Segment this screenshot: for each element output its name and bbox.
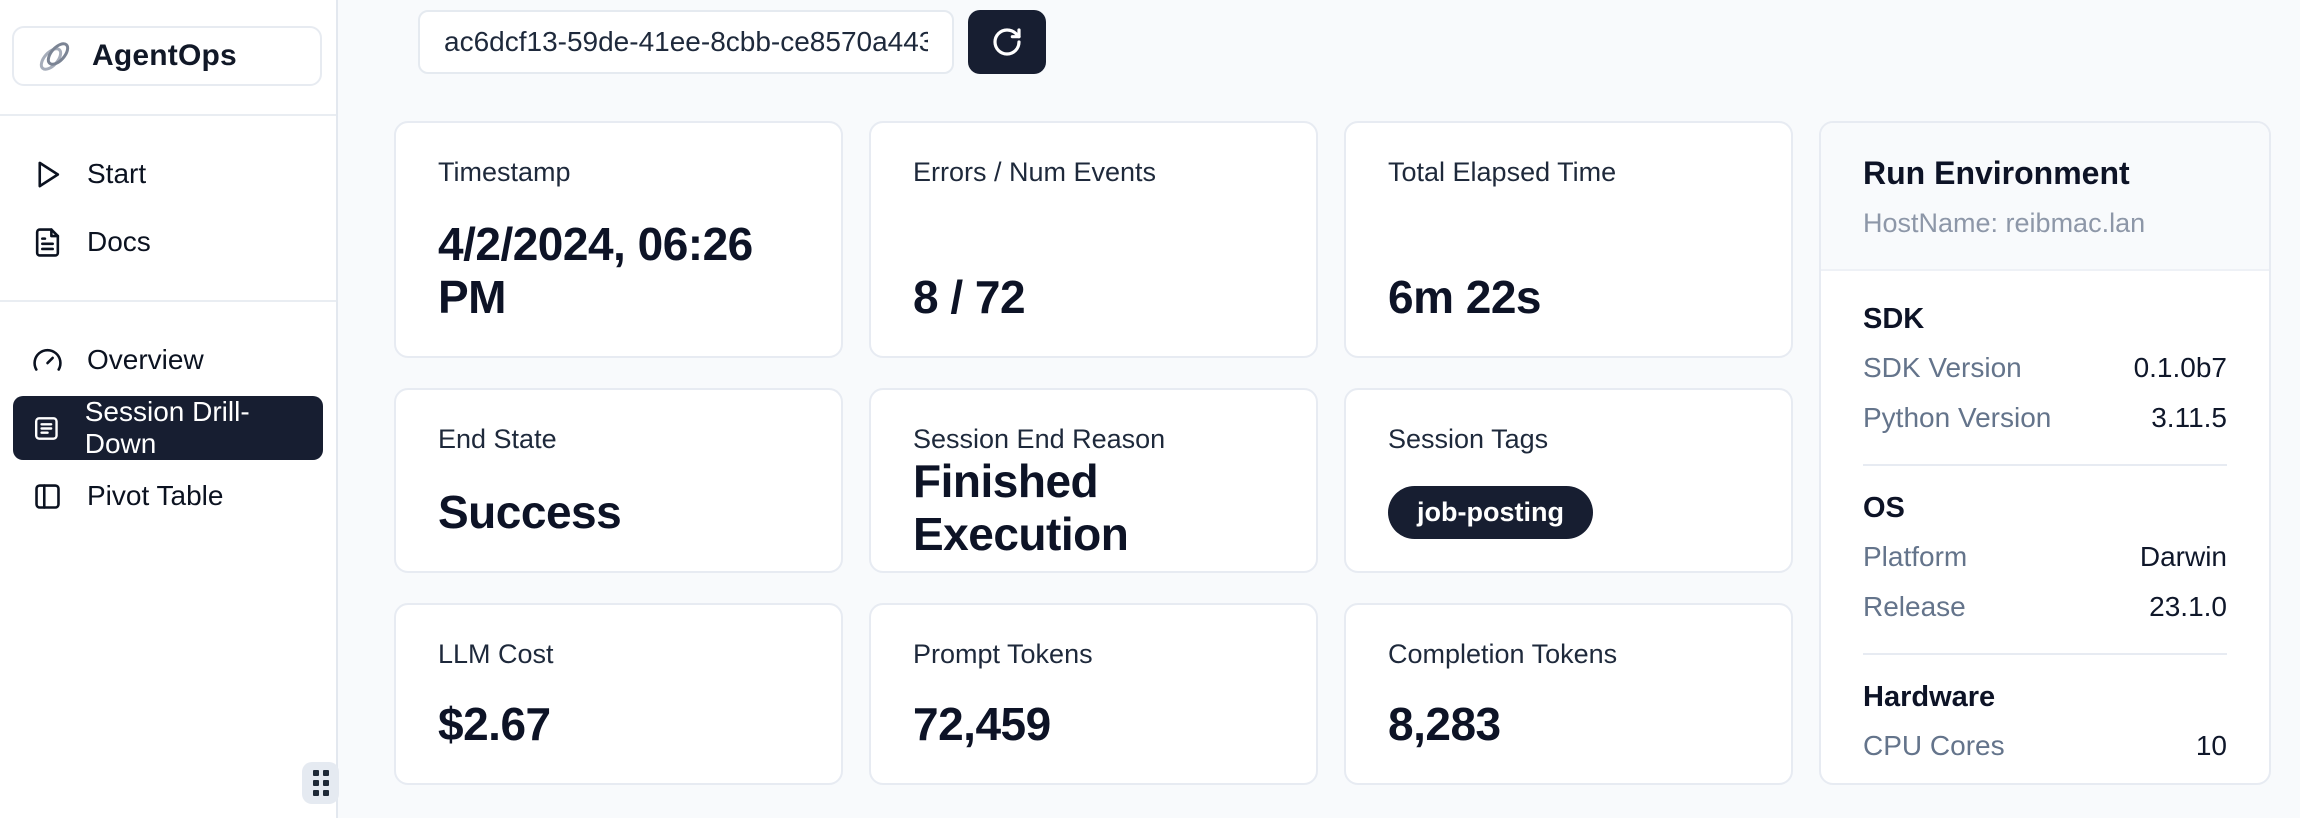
card-value: 4/2/2024, 06:26 PM [438, 218, 753, 324]
run-environment-header: Run Environment HostName: reibmac.lan [1821, 123, 2269, 271]
env-row-value: Darwin [2139, 541, 2227, 572]
card-label: Total Elapsed Time [1388, 157, 1617, 187]
sidebar-item-label: Docs [87, 226, 151, 257]
env-row-value: 10 [2195, 730, 2227, 761]
env-row: RAM 16.00 GB [1863, 778, 2227, 783]
env-row: CPU Cores 10 [1863, 728, 2227, 764]
grip-dots-icon [312, 770, 329, 796]
env-row-label: SDK Version [1863, 352, 2022, 383]
sidebar-divider [0, 300, 336, 302]
card-total-elapsed-time: Total Elapsed Time 6m 22s [1344, 121, 1793, 358]
card-value: 6m 22s [1388, 271, 1542, 324]
card-timestamp: Timestamp 4/2/2024, 06:26 PM [394, 121, 843, 358]
document-icon [35, 227, 60, 257]
session-tag-badge: job-posting [1388, 486, 1593, 539]
card-session-end-reason: Session End Reason Finished Execution [869, 388, 1318, 573]
env-row-label: RAM [1863, 778, 1925, 783]
brand-logo-box[interactable]: AgentOps [12, 26, 322, 86]
run-environment-title: Run Environment [1863, 155, 2130, 191]
play-icon [38, 161, 60, 187]
env-divider [1863, 653, 2227, 655]
card-end-state: End State Success [394, 388, 843, 573]
gauge-icon [33, 348, 62, 371]
sidebar-item-label: Start [87, 158, 147, 189]
env-section-heading-sdk: SDK [1863, 303, 1925, 335]
refresh-icon [993, 28, 1021, 56]
card-value: 72,459 [913, 698, 1051, 751]
sidebar-item-start[interactable]: Start [13, 142, 323, 206]
refresh-button[interactable] [968, 10, 1046, 74]
card-llm-cost: LLM Cost $2.67 [394, 603, 843, 785]
card-label: Timestamp [438, 157, 571, 187]
run-environment-body: SDK SDK Version 0.1.0b7 Python Version 3… [1821, 271, 2269, 783]
panel-left-icon [35, 483, 60, 509]
agentops-logo-icon [34, 35, 76, 77]
main-content: Timestamp 4/2/2024, 06:26 PM Errors / Nu… [338, 0, 2300, 818]
env-row-value: 3.11.5 [2151, 402, 2227, 433]
card-session-tags: Session Tags job-posting [1344, 388, 1793, 573]
env-row-value: 16.00 GB [2109, 778, 2227, 783]
card-label: Prompt Tokens [913, 639, 1093, 669]
card-label: End State [438, 424, 557, 454]
session-list-icon [34, 416, 58, 440]
sidebar-item-label: Session Drill-Down [84, 396, 250, 459]
env-section-heading-os: OS [1863, 492, 1905, 524]
env-row-label: Python Version [1863, 402, 2052, 433]
card-label: Errors / Num Events [913, 157, 1157, 187]
sidebar-item-docs[interactable]: Docs [13, 210, 323, 274]
sidebar: AgentOps Start Docs Overview Session Dri… [0, 0, 339, 818]
env-row: Platform Darwin [1863, 539, 2227, 575]
stats-grid: Timestamp 4/2/2024, 06:26 PM Errors / Nu… [394, 121, 2300, 785]
env-row-label: CPU Cores [1863, 730, 2005, 761]
sidebar-item-label: Pivot Table [87, 480, 224, 511]
sidebar-item-overview[interactable]: Overview [13, 328, 323, 392]
env-row-value: 0.1.0b7 [2133, 352, 2227, 383]
card-label: LLM Cost [438, 639, 554, 669]
card-label: Completion Tokens [1388, 639, 1618, 669]
card-value: 8,283 [1388, 698, 1501, 751]
brand-name: AgentOps [92, 39, 237, 72]
sidebar-group-views: Overview Session Drill-Down Pivot Table [0, 302, 336, 542]
sidebar-item-session-drill-down[interactable]: Session Drill-Down [13, 396, 323, 460]
session-topbar [418, 10, 2300, 74]
card-value: $2.67 [438, 698, 551, 751]
sidebar-item-pivot-table[interactable]: Pivot Table [13, 464, 323, 528]
session-id-input[interactable] [418, 10, 954, 74]
env-row: SDK Version 0.1.0b7 [1863, 350, 2227, 386]
sidebar-item-label: Overview [87, 344, 204, 375]
env-row: Python Version 3.11.5 [1863, 400, 2227, 436]
sidebar-group-top: Start Docs [0, 116, 336, 288]
card-label: Session Tags [1388, 424, 1549, 454]
hostname-text: HostName: reibmac.lan [1863, 208, 2146, 238]
env-row-label: Platform [1863, 541, 1968, 572]
card-errors-num-events: Errors / Num Events 8 / 72 [869, 121, 1318, 358]
env-row: Release 23.1.0 [1863, 589, 2227, 625]
env-divider [1863, 464, 2227, 466]
sidebar-divider [0, 114, 336, 116]
env-section-heading-hardware: Hardware [1863, 681, 1996, 713]
run-environment-panel: Run Environment HostName: reibmac.lan SD… [1819, 121, 2271, 785]
card-label: Session End Reason [913, 424, 1166, 454]
card-completion-tokens: Completion Tokens 8,283 [1344, 603, 1793, 785]
env-row-value: 23.1.0 [2149, 591, 2227, 622]
card-value: 8 / 72 [913, 271, 1026, 324]
card-value: Success [438, 486, 622, 539]
card-prompt-tokens: Prompt Tokens 72,459 [869, 603, 1318, 785]
card-value: Finished Execution [913, 455, 1129, 560]
env-row-label: Release [1863, 591, 1966, 622]
sidebar-resize-handle[interactable] [302, 762, 339, 804]
